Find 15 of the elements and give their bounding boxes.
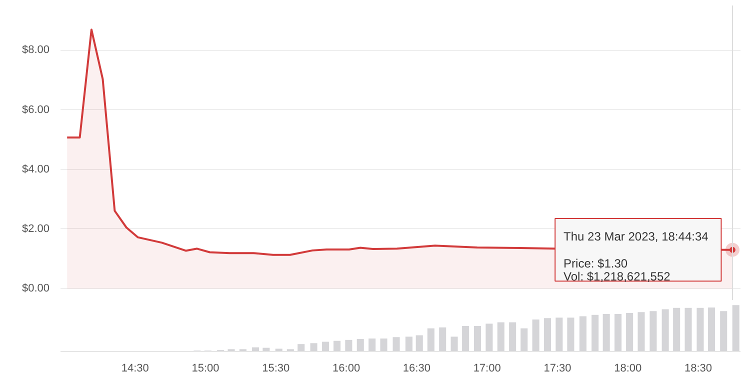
y-tick-label: $2.00 (22, 222, 50, 235)
y-tick-label: $4.00 (22, 163, 50, 176)
x-tick-label: 17:00 (473, 362, 501, 374)
x-tick-label: 16:00 (332, 362, 360, 374)
y-tick-label: $0.00 (22, 282, 50, 295)
x-tick-label: 14:30 (121, 362, 149, 374)
x-tick-label: 18:30 (684, 362, 712, 374)
annotation: Thu 23 Mar 2023, 18:44:34 Price: $1.30 Vol: $1,218,621,552 (564, 229, 709, 284)
x-tick-label: 15:00 (192, 362, 220, 374)
x-tick-label: 17:30 (544, 362, 572, 374)
y-tick-label: $8.00 (22, 44, 50, 56)
x-tick-label: 18:00 (614, 362, 642, 374)
y-tick-label: $6.00 (22, 104, 50, 116)
x-tick-label: 15:30 (262, 362, 290, 374)
x-tick-label: 16:30 (402, 362, 430, 374)
